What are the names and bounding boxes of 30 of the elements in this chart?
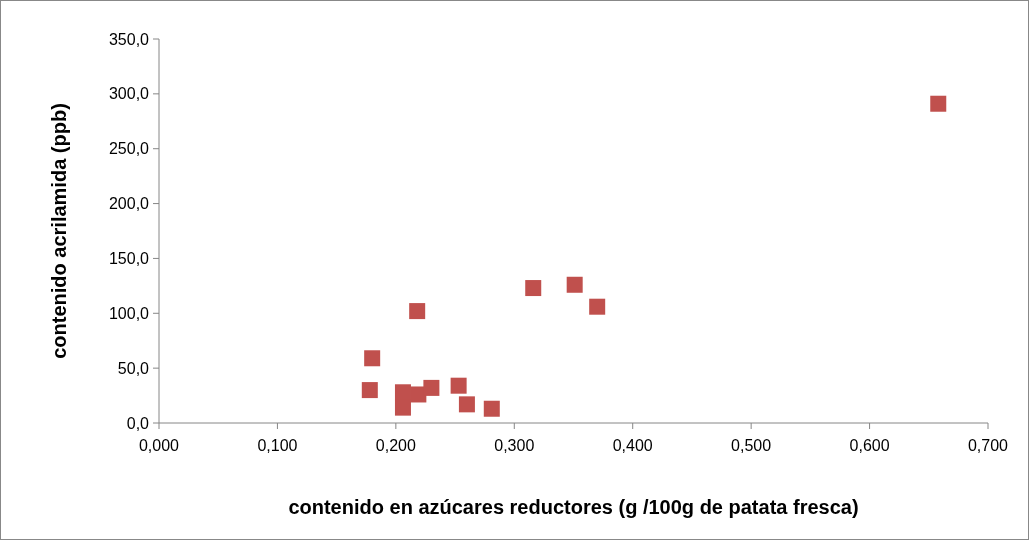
y-tick-label: 50,0 [117,359,150,377]
point [483,400,500,417]
point [409,303,426,320]
y-tick-label: 250,0 [108,140,150,158]
point [589,298,606,315]
x-tick-label: 0,700 [967,437,1009,454]
point [364,350,381,367]
point [450,377,467,394]
y-tick-label: 150,0 [108,250,150,268]
y-axis-title: contenido acrilamida (ppb) [48,103,70,359]
y-tick-label: 350,0 [108,30,150,48]
y-tick-label: 300,0 [108,85,150,103]
y-tick-label: 0,0 [126,414,150,432]
y-tick-label: 200,0 [108,195,150,213]
point [525,280,542,297]
point [566,276,583,293]
point [423,379,440,396]
x-tick-label: 0,400 [612,437,653,454]
x-axis-title: contenido en azúcares reductores (g /100g de patata fresca) [288,496,859,518]
x-tick-label: 0,500 [731,437,772,454]
x-tick-label: 0,000 [138,437,180,454]
x-tick-label: 0,100 [257,437,298,454]
x-tick-label: 0,600 [849,437,890,454]
point [458,396,475,413]
y-tick-label: 100,0 [108,304,150,322]
point [394,399,411,416]
point [361,382,378,399]
point [930,95,947,112]
x-tick-label: 0,300 [494,437,535,454]
x-tick-label: 0,200 [375,437,416,454]
